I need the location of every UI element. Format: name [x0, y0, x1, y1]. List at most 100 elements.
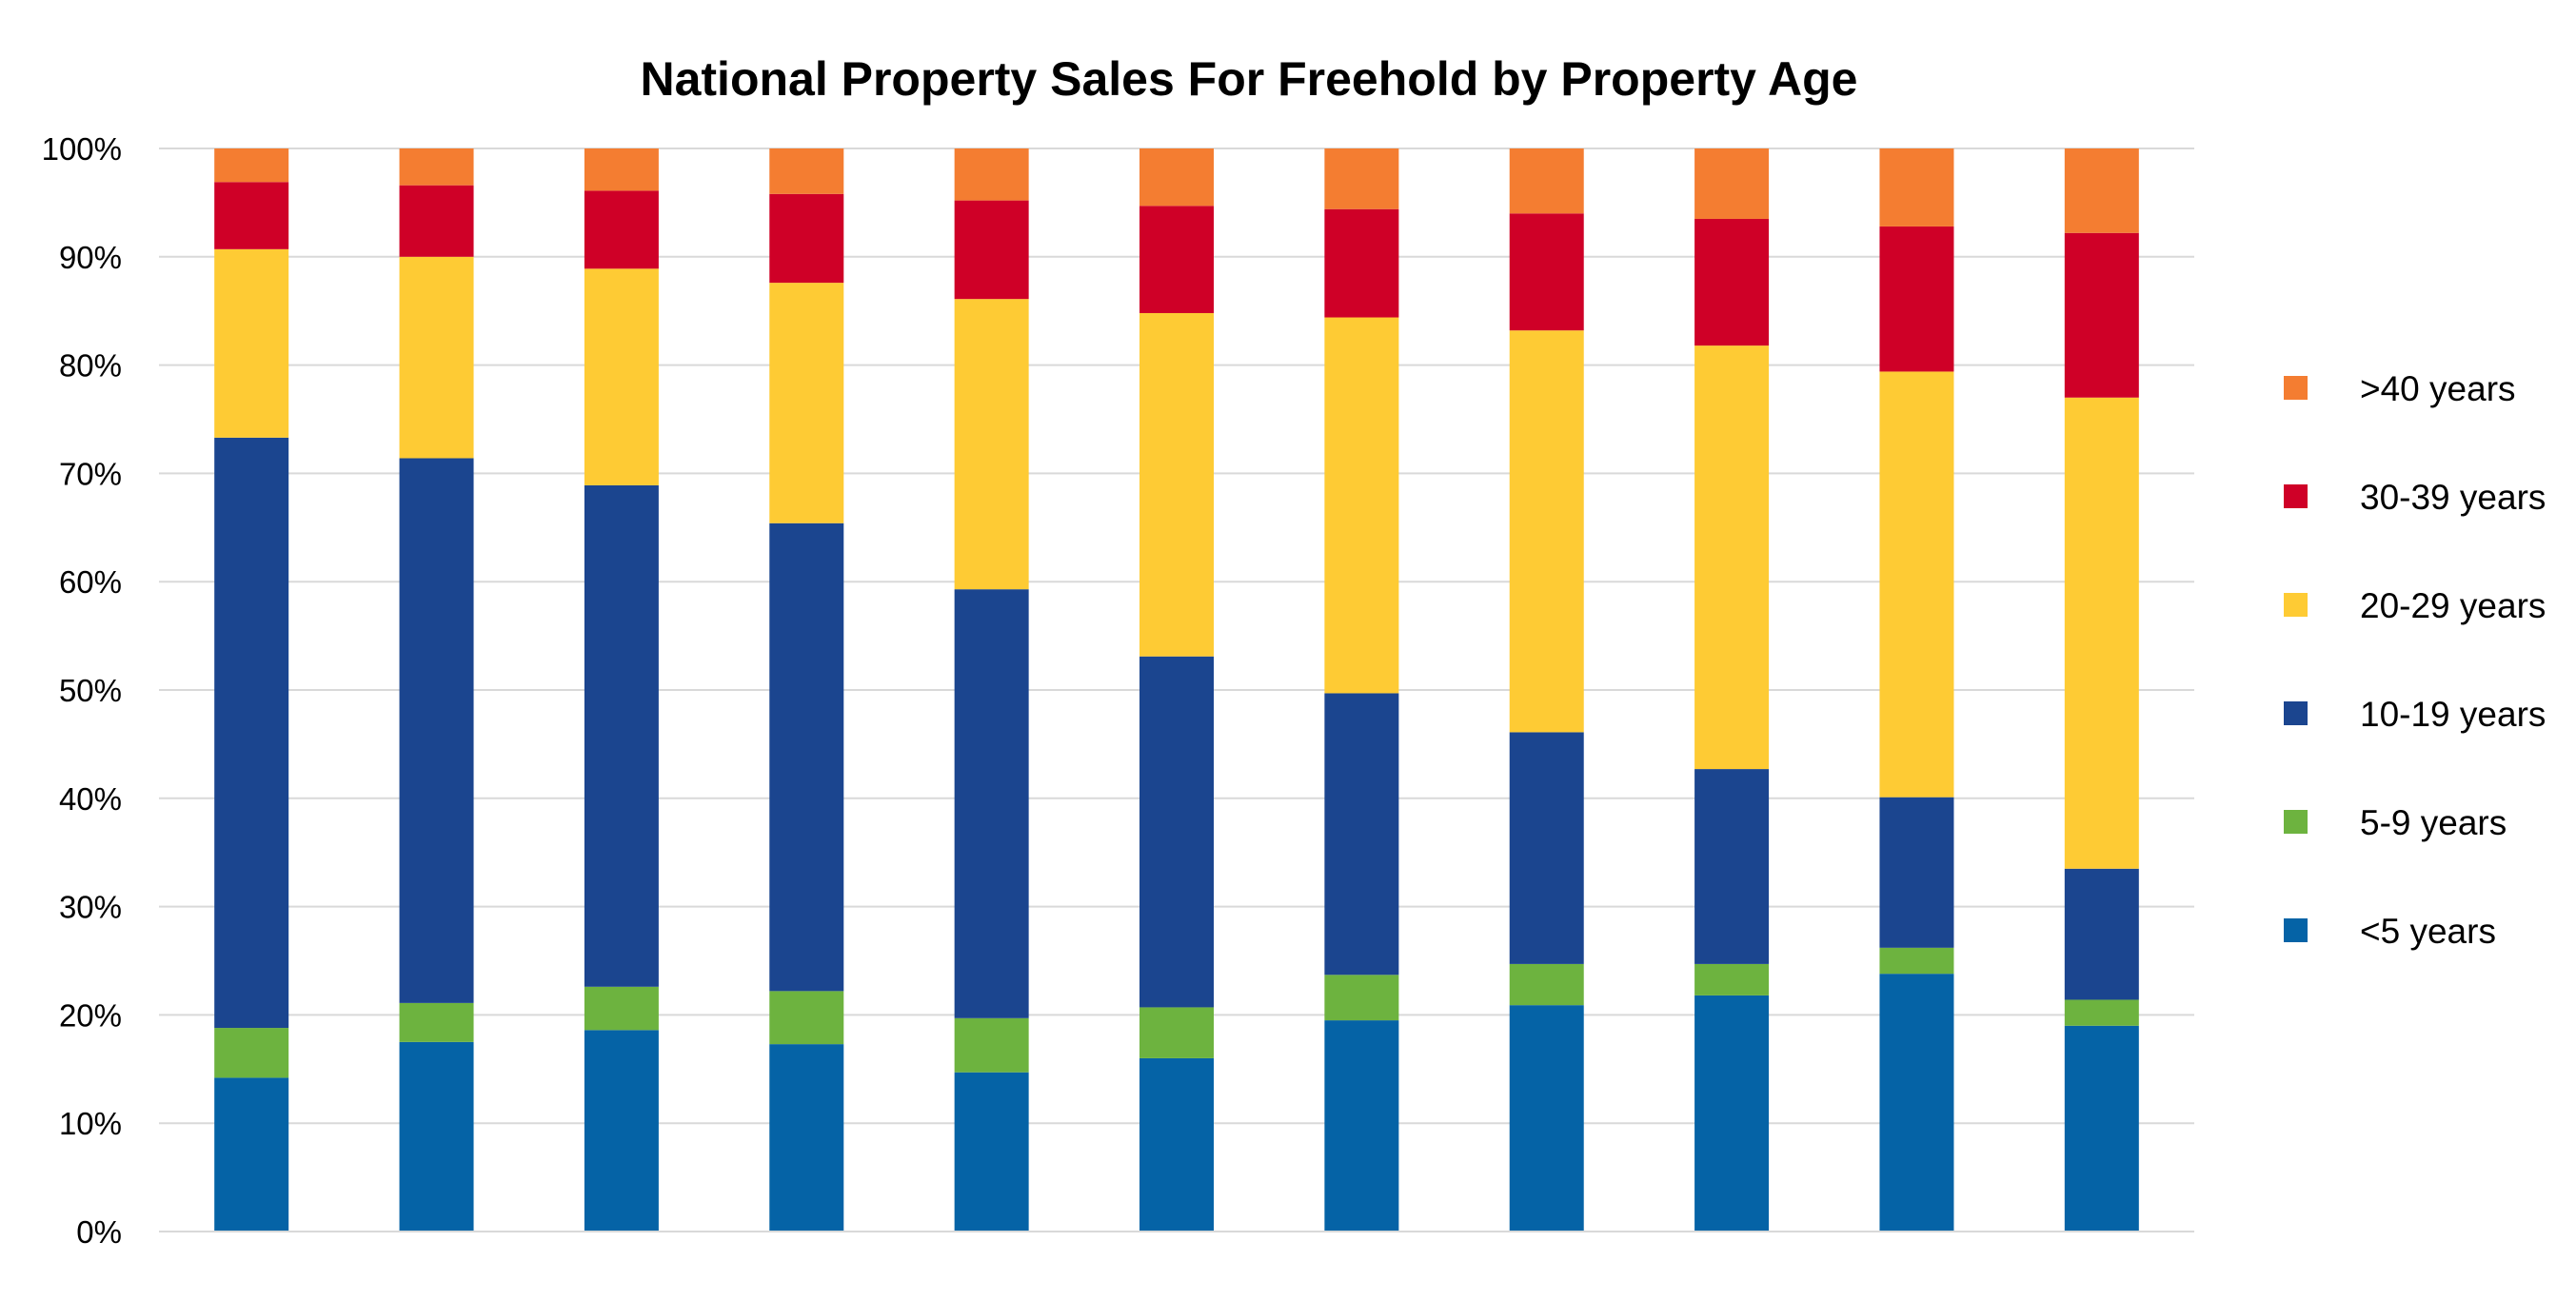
bar-segment — [1509, 732, 1584, 964]
bar-segment — [1324, 693, 1399, 976]
bar-segment — [1324, 975, 1399, 1021]
bar-segment — [1139, 656, 1214, 1008]
legend-item: >40 years — [2284, 369, 2516, 408]
bar-segment — [2064, 1025, 2139, 1232]
y-tick-label: 20% — [59, 997, 122, 1033]
bar-segment — [399, 148, 474, 186]
legend-swatch — [2284, 376, 2308, 400]
bar-segment — [214, 248, 289, 438]
bar-segment — [2064, 999, 2139, 1026]
bar-segment — [954, 200, 1029, 300]
bar-segment — [954, 589, 1029, 1018]
bar-stack — [1324, 148, 1399, 1232]
bar-stack — [399, 148, 474, 1232]
bar-segment — [954, 148, 1029, 201]
y-axis-tick-labels: 0% 10% 20% 30% 40% 50% 60% 70% 80% 90% 100% — [42, 131, 122, 1250]
bar-segment — [769, 283, 844, 523]
bar-segment — [399, 185, 474, 257]
bar-segment — [1879, 947, 1954, 975]
bar-segment — [584, 148, 659, 191]
y-tick-label: 50% — [59, 673, 122, 708]
bar-segment — [1324, 317, 1399, 694]
legend-swatch — [2284, 484, 2308, 508]
bar-segment — [1694, 218, 1770, 346]
legend-label: >40 years — [2360, 369, 2516, 408]
y-tick-label: 80% — [59, 348, 122, 384]
bar-segment — [214, 1028, 289, 1078]
legend-swatch — [2284, 593, 2308, 617]
y-tick-label: 40% — [59, 781, 122, 817]
bar-segment — [214, 1077, 289, 1232]
legend-item: <5 years — [2284, 912, 2496, 951]
legend-label: 20-29 years — [2360, 586, 2546, 625]
bar-stack — [584, 148, 659, 1232]
bar-segment — [1879, 148, 1954, 227]
bar-segment — [1879, 974, 1954, 1232]
legend: >40 years 30-39 years 20-29 years 10-19 yea… — [2284, 369, 2546, 951]
bar-segment — [214, 182, 289, 249]
bar-segment — [1879, 797, 1954, 948]
bar-segment — [2064, 232, 2139, 398]
bar-stack — [2064, 148, 2139, 1232]
bar-segment — [1509, 1005, 1584, 1232]
bar-segment — [769, 148, 844, 194]
bar-segment — [1694, 769, 1770, 964]
bar-segment — [1324, 208, 1399, 318]
legend-item: 30-39 years — [2284, 478, 2546, 517]
bar-segment — [584, 484, 659, 987]
bar-segment — [769, 1044, 844, 1232]
bar-segment — [584, 190, 659, 269]
bar-segment — [1324, 148, 1399, 209]
legend-item: 5-9 years — [2284, 803, 2507, 842]
legend-label: 5-9 years — [2360, 803, 2507, 842]
bar-segment — [1324, 1020, 1399, 1232]
bar-stack — [954, 148, 1029, 1232]
legend-swatch — [2284, 918, 2308, 942]
bar-segment — [399, 1041, 474, 1232]
bar-segment — [1694, 963, 1770, 995]
legend-item: 20-29 years — [2284, 586, 2546, 625]
legend-swatch — [2284, 701, 2308, 725]
bar-segment — [1879, 371, 1954, 798]
bar-segment — [1139, 312, 1214, 657]
bar-segment — [214, 437, 289, 1029]
bars — [214, 148, 2139, 1232]
bar-segment — [954, 299, 1029, 590]
legend-swatch — [2284, 810, 2308, 834]
bar-segment — [399, 458, 474, 1003]
legend-label: 10-19 years — [2360, 695, 2546, 734]
legend-label: <5 years — [2360, 912, 2496, 951]
bar-segment — [769, 522, 844, 992]
y-tick-label: 60% — [59, 564, 122, 600]
bar-segment — [1139, 206, 1214, 313]
bar-segment — [214, 148, 289, 183]
bar-segment — [584, 986, 659, 1031]
bar-segment — [1139, 148, 1214, 207]
bar-stack — [1509, 148, 1584, 1232]
bar-stack — [769, 148, 844, 1232]
bar-segment — [1139, 1057, 1214, 1232]
bar-stack — [1139, 148, 1214, 1232]
y-tick-label: 30% — [59, 890, 122, 925]
bar-segment — [954, 1072, 1029, 1232]
bar-segment — [584, 1030, 659, 1232]
legend-label: 30-39 years — [2360, 478, 2546, 517]
bar-segment — [1509, 213, 1584, 331]
y-tick-label: 90% — [59, 240, 122, 275]
bar-stack — [214, 148, 289, 1232]
bar-segment — [1694, 148, 1770, 219]
bar-segment — [1509, 330, 1584, 733]
bar-segment — [1509, 963, 1584, 1006]
bar-segment — [584, 268, 659, 485]
bar-stack — [1694, 148, 1770, 1232]
bar-segment — [2064, 397, 2139, 869]
bar-segment — [399, 256, 474, 459]
bar-segment — [769, 193, 844, 284]
bar-segment — [1694, 995, 1770, 1232]
chart-title: National Property Sales For Freehold by … — [640, 52, 1857, 106]
bar-segment — [1694, 345, 1770, 770]
bar-segment — [1509, 148, 1584, 214]
bar-segment — [1879, 226, 1954, 372]
bar-segment — [954, 1017, 1029, 1073]
